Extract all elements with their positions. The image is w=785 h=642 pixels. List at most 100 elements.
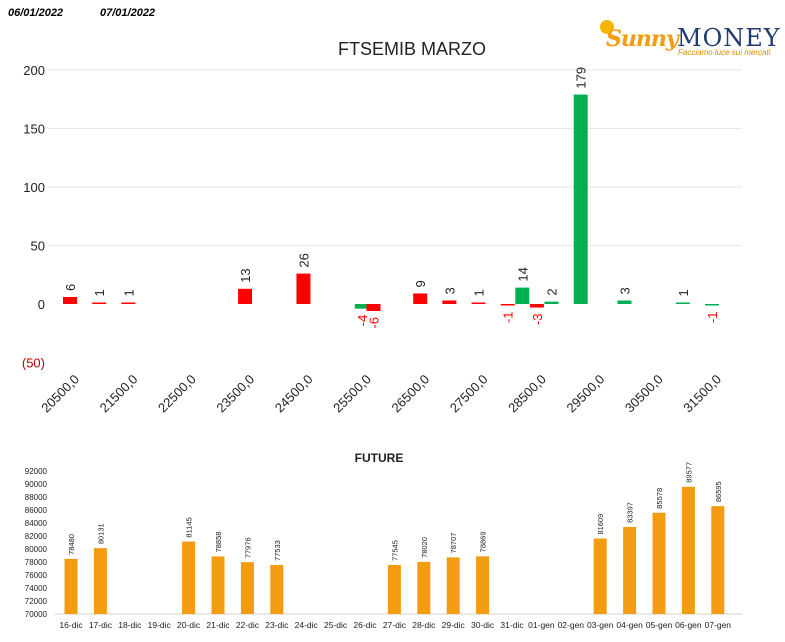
future-title: FUTURE — [355, 451, 404, 465]
data-label: 81609 — [596, 514, 605, 535]
bar — [387, 564, 401, 614]
x-tick-label: 31-dic — [500, 620, 524, 630]
bar — [240, 562, 254, 614]
data-label: 81145 — [185, 517, 194, 537]
bar — [471, 302, 486, 304]
y-tick-label: 72000 — [25, 597, 48, 606]
bar — [211, 556, 225, 614]
bar — [544, 301, 559, 304]
x-tick-label: 21-dic — [206, 620, 230, 630]
data-label: 80131 — [96, 523, 105, 544]
bar — [354, 304, 369, 309]
y-tick-label: 78000 — [25, 558, 48, 567]
x-tick-label: 29-dic — [442, 620, 466, 630]
y-tick-label: 100 — [23, 180, 45, 195]
data-label: 78707 — [449, 533, 458, 554]
sun-icon — [600, 20, 614, 34]
data-label: 3 — [442, 287, 457, 294]
x-tick-label: 02-gen — [558, 620, 585, 630]
data-label: -6 — [366, 317, 381, 329]
data-label: -1 — [501, 312, 516, 324]
bar — [296, 273, 311, 304]
data-label: 1 — [92, 289, 107, 296]
x-tick-label: 20-dic — [177, 620, 201, 630]
data-label: -1 — [705, 312, 720, 324]
x-tick-label: 30-dic — [471, 620, 495, 630]
logo-tagline: Facciamo luce sui mercati — [678, 48, 771, 57]
bar — [652, 512, 666, 614]
data-label: 85578 — [655, 488, 664, 509]
bar — [121, 302, 136, 304]
data-label: 78858 — [214, 532, 223, 553]
bar — [270, 565, 284, 614]
y-tick-label: 200 — [23, 63, 45, 78]
bar — [705, 304, 719, 306]
date-to: 07/01/2022 — [100, 7, 156, 19]
data-label: 3 — [617, 287, 632, 294]
data-label: 1 — [121, 289, 136, 296]
data-label: 26 — [296, 253, 311, 267]
bar — [92, 302, 107, 304]
logo-brand-a: Sunny — [606, 26, 679, 52]
data-label: 86595 — [714, 481, 723, 502]
y-tick-label: 82000 — [25, 532, 48, 541]
y-tick-label: 76000 — [25, 571, 48, 580]
bar — [593, 538, 607, 614]
data-label: 83397 — [626, 502, 635, 523]
bar — [64, 558, 78, 614]
y-tick-label: 86000 — [25, 506, 48, 515]
y-tick-label: 88000 — [25, 493, 48, 502]
bar — [675, 302, 690, 304]
data-label: 179 — [574, 67, 589, 89]
data-label: 78480 — [67, 534, 76, 555]
x-tick-label: 26-dic — [353, 620, 377, 630]
bar — [238, 288, 253, 304]
x-tick-label: 17-dic — [89, 620, 113, 630]
x-tick-label: 23-dic — [265, 620, 289, 630]
y-tick-label: 0 — [38, 297, 45, 312]
y-tick-label: (50) — [22, 356, 45, 371]
bar — [417, 561, 431, 614]
bar — [93, 548, 107, 614]
x-tick-label: 03-gen — [587, 620, 614, 630]
x-tick-label: 06-gen — [675, 620, 702, 630]
data-label: 89577 — [684, 462, 693, 483]
y-tick-label: 74000 — [25, 584, 48, 593]
bar — [366, 304, 381, 312]
y-tick-label: 84000 — [25, 519, 48, 528]
bar — [182, 541, 196, 614]
bar — [446, 557, 460, 614]
sunny-money-logo: Sunny MONEY Facciamo luce sui mercati — [600, 20, 780, 60]
data-label: 1 — [676, 289, 691, 296]
x-tick-label: 05-gen — [646, 620, 673, 630]
data-label: 1 — [472, 289, 487, 296]
x-tick-label: 24-dic — [295, 620, 319, 630]
x-tick-label: 19-dic — [148, 620, 172, 630]
data-label: -4 — [355, 315, 370, 327]
data-label: 78869 — [479, 531, 488, 552]
data-label: -3 — [530, 314, 545, 326]
x-tick-label: 16-dic — [59, 620, 83, 630]
data-label: 14 — [515, 267, 530, 281]
data-label: 13 — [238, 268, 253, 282]
bar — [413, 293, 428, 304]
chart-title: FTSEMIB MARZO — [338, 39, 486, 59]
y-tick-label: 150 — [23, 122, 45, 137]
x-tick-label: 04-gen — [616, 620, 643, 630]
bar — [476, 556, 490, 614]
data-label: 78020 — [420, 537, 429, 558]
bar — [500, 304, 515, 306]
bar — [515, 287, 530, 304]
bar — [681, 486, 695, 614]
x-tick-label: 25-dic — [324, 620, 348, 630]
bar — [63, 296, 77, 304]
y-tick-label: 80000 — [25, 545, 48, 554]
data-label: 6 — [63, 284, 78, 291]
data-label: 77976 — [243, 537, 252, 558]
y-tick-label: 70000 — [25, 610, 48, 619]
y-tick-label: 50 — [31, 239, 45, 254]
x-tick-label: 22-dic — [236, 620, 260, 630]
bar — [573, 94, 588, 304]
